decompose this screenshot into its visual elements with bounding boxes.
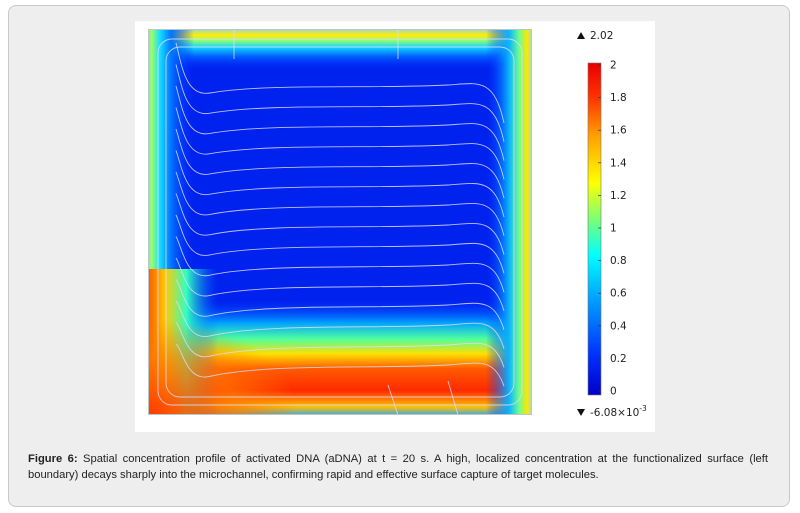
colorbar-gradient <box>587 62 602 396</box>
colorbar-tick-label: 1 <box>610 223 617 235</box>
colorbar: 2.02 2 1.8 1.6 1.4 1.2 1 0.8 0.6 0.4 0.2 0 -6.08×1… <box>577 30 647 419</box>
colorbar-tick-label: 0.4 <box>610 320 627 332</box>
contour-line <box>175 85 505 161</box>
contour-line <box>175 257 505 312</box>
concentration-heatmap <box>148 29 532 415</box>
colorbar-tick-label: 0.2 <box>610 353 627 365</box>
colorbar-ticks: 2 1.8 1.6 1.4 1.2 1 0.8 0.6 0.4 0.2 0 <box>598 60 627 398</box>
colorbar-tick-label: 1.2 <box>610 190 627 202</box>
contour-segment <box>387 384 399 415</box>
contour-line <box>175 107 505 180</box>
contour-line <box>175 322 505 368</box>
heatmap-top-boundary <box>148 29 532 119</box>
contour-line <box>175 128 505 199</box>
contour-line <box>175 64 505 142</box>
colorbar-tick-label: 2 <box>610 60 617 72</box>
contour-perimeter <box>157 38 523 406</box>
contour-line <box>175 236 505 293</box>
heatmap-high-concentration-corner <box>148 319 298 415</box>
triangle-down-icon <box>577 409 585 416</box>
heatmap-right-boundary <box>486 29 532 415</box>
contour-line <box>175 193 505 255</box>
colorbar-tick-label: 0.6 <box>610 288 627 300</box>
contour-perimeter <box>165 46 515 398</box>
triangle-up-icon <box>577 32 585 39</box>
colorbar-max-label: 2.02 <box>590 30 613 42</box>
colorbar-min-label: -6.08×10-3 <box>590 404 647 419</box>
colorbar-tick-label: 1.6 <box>610 125 627 137</box>
contour-line <box>175 300 505 349</box>
colorbar-tick-label: 0 <box>610 386 617 398</box>
contour-line <box>175 343 505 387</box>
colorbar-tick-label: 0.8 <box>610 255 627 267</box>
caption-label: Figure 6: <box>28 453 78 465</box>
contour-line <box>175 150 505 218</box>
contour-line <box>175 279 505 330</box>
contour-line <box>175 171 505 236</box>
heatmap-frame <box>148 29 532 415</box>
colorbar-tick-label: 1.8 <box>610 92 627 104</box>
contour-segment <box>447 380 459 415</box>
contour-line <box>175 214 505 274</box>
contour-line <box>175 42 505 124</box>
figure-caption: Figure 6: Spatial concentration profile … <box>28 451 768 483</box>
contour-lines <box>157 29 523 415</box>
caption-text: Spatial concentration profile of activat… <box>28 453 768 481</box>
colorbar-tick-label: 1.4 <box>610 157 627 169</box>
